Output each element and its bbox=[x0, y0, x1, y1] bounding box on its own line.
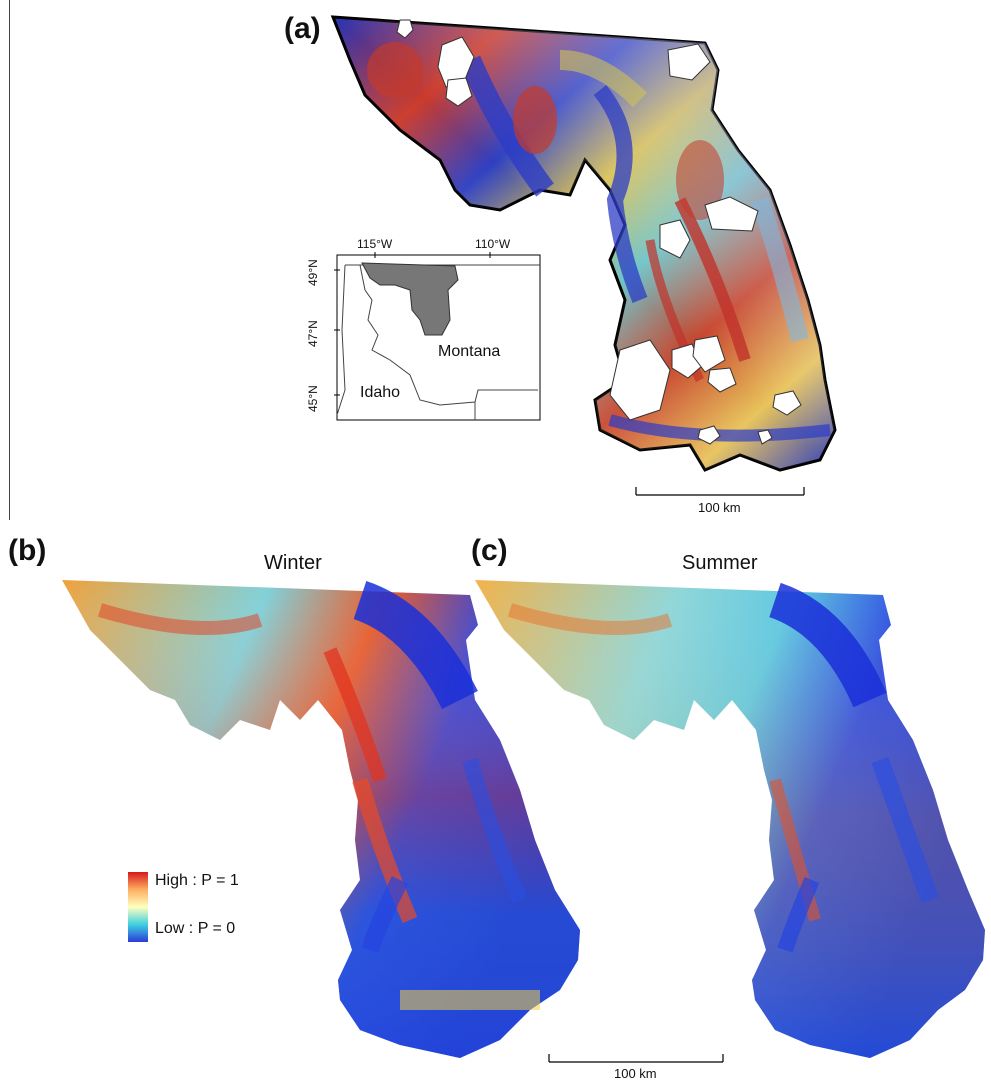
inset-lon-115: 115°W bbox=[357, 237, 393, 251]
map-summer bbox=[475, 580, 985, 1058]
legend-color-bar bbox=[128, 872, 148, 942]
panel-title-winter: Winter bbox=[264, 552, 322, 574]
inset-label-idaho: Idaho bbox=[360, 384, 401, 401]
legend-low: Low : P = 0 bbox=[155, 920, 236, 937]
panel-label-a: (a) bbox=[284, 12, 321, 45]
map-winter bbox=[62, 580, 580, 1058]
legend-high: High : P = 1 bbox=[155, 872, 239, 889]
panel-label-c: (c) bbox=[471, 534, 508, 567]
scale-label-bottom: 100 km bbox=[614, 1066, 657, 1081]
map-a bbox=[330, 15, 837, 472]
scale-bar-top bbox=[635, 487, 805, 496]
inset-lat-49: 49°N bbox=[306, 259, 320, 286]
panel-title-summer: Summer bbox=[682, 552, 758, 574]
inset-label-montana: Montana bbox=[438, 343, 501, 360]
scale-bar-bottom bbox=[548, 1054, 724, 1063]
inset-map bbox=[334, 252, 541, 421]
scale-label-top: 100 km bbox=[698, 500, 741, 515]
left-rule bbox=[9, 0, 10, 520]
inset-study-area bbox=[361, 262, 459, 336]
inset-lat-47: 47°N bbox=[306, 320, 320, 347]
inset-lat-45: 45°N bbox=[306, 385, 320, 412]
inset-lon-110: 110°W bbox=[475, 237, 511, 251]
panel-label-b: (b) bbox=[8, 534, 47, 567]
